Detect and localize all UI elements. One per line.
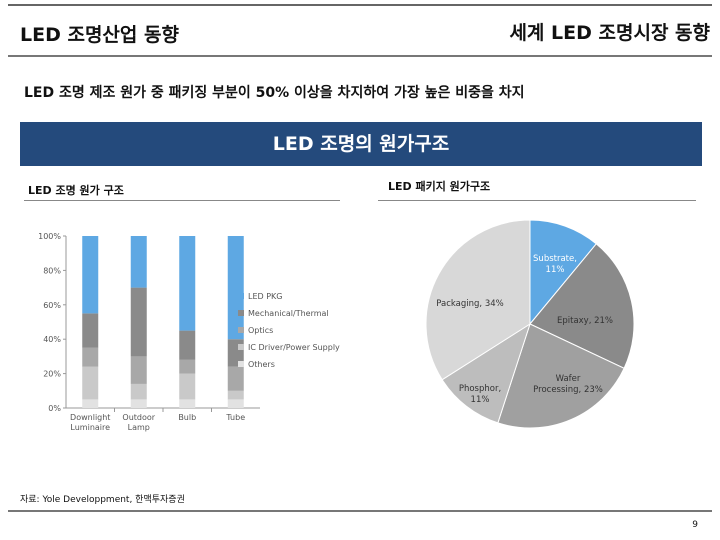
legend-label: Optics (248, 326, 273, 335)
top-rule (8, 4, 712, 6)
pie-label: Phosphor, (459, 384, 501, 394)
pie-label: Epitaxy, 21% (557, 316, 613, 326)
source-note: 자료: Yole Developpment, 한맥투자증권 (20, 495, 185, 505)
bottom-rule (8, 510, 712, 512)
y-tick-label: 60% (43, 301, 61, 310)
bar-segment (130, 236, 147, 288)
bar-segment (227, 366, 244, 391)
legend-swatch (238, 293, 244, 299)
left-panel-underline (24, 200, 340, 201)
pie-value-label: 11% (546, 265, 565, 275)
legend-swatch (238, 361, 244, 367)
bar-segment (179, 236, 196, 331)
legend-label: Others (248, 360, 275, 369)
pie-label: Packaging, 34% (436, 299, 503, 309)
bar-segment (179, 373, 196, 400)
bar-segment (82, 236, 99, 314)
left-panel-title: LED 조명 원가 구조 (28, 184, 124, 197)
bar-segment (227, 390, 244, 400)
legend-label: IC Driver/Power Supply (248, 343, 340, 352)
bar-segment (227, 236, 244, 340)
pie-label: Processing, 23% (533, 385, 603, 395)
bar-segment (227, 399, 244, 408)
legend-swatch (238, 344, 244, 350)
y-tick-label: 20% (43, 370, 61, 379)
pie-chart: Substrate,11%Epitaxy, 21%WaferProcessing… (425, 219, 635, 429)
page-number: 9 (692, 520, 698, 530)
header-rule (8, 55, 712, 57)
y-tick-label: 80% (43, 266, 61, 275)
pie-value-label: 11% (471, 395, 490, 405)
y-tick-label: 0% (48, 404, 61, 413)
bar-segment (130, 287, 147, 357)
pie-slice (497, 323, 625, 429)
bar-segment (82, 313, 99, 348)
x-tick-label: Bulb (178, 413, 196, 422)
x-tick-label: Lamp (128, 423, 150, 432)
right-panel-underline (378, 200, 696, 201)
bar-segment (179, 330, 196, 360)
bar-segment (82, 347, 99, 367)
bar-segment (179, 399, 196, 408)
pie-label: Substrate, (533, 254, 577, 264)
bar-segment (179, 359, 196, 374)
bar-segment (82, 366, 99, 400)
x-tick-label: Downlight (70, 413, 110, 422)
summary-text: LED 조명 제조 원가 중 패키징 부분이 50% 이상을 차지하여 가장 높… (24, 85, 525, 101)
pie-slice (441, 322, 531, 424)
pie-slice (425, 219, 531, 381)
legend-label: LED PKG (248, 292, 282, 301)
banner: LED 조명의 원가구조 (20, 122, 702, 166)
bar-segment (82, 399, 99, 408)
legend-label: Mechanical/Thermal (248, 309, 329, 318)
pie-label: Wafer (556, 374, 581, 384)
x-tick-label: Tube (225, 413, 245, 422)
section-title: LED 조명산업 동향 (20, 24, 179, 46)
y-tick-label: 100% (38, 232, 61, 241)
bar-segment (130, 399, 147, 408)
x-tick-label: Luminaire (70, 423, 110, 432)
legend-swatch (238, 310, 244, 316)
legend-swatch (238, 327, 244, 333)
x-tick-label: Outdoor (122, 413, 155, 422)
page-title: 세계 LED 조명시장 동향 (509, 22, 710, 44)
bar-segment (130, 383, 147, 400)
pie-slice (529, 243, 635, 369)
pie-slice (529, 219, 597, 326)
y-tick-label: 40% (43, 335, 61, 344)
right-panel-title: LED 패키지 원가구조 (388, 180, 491, 193)
bar-segment (130, 356, 147, 384)
